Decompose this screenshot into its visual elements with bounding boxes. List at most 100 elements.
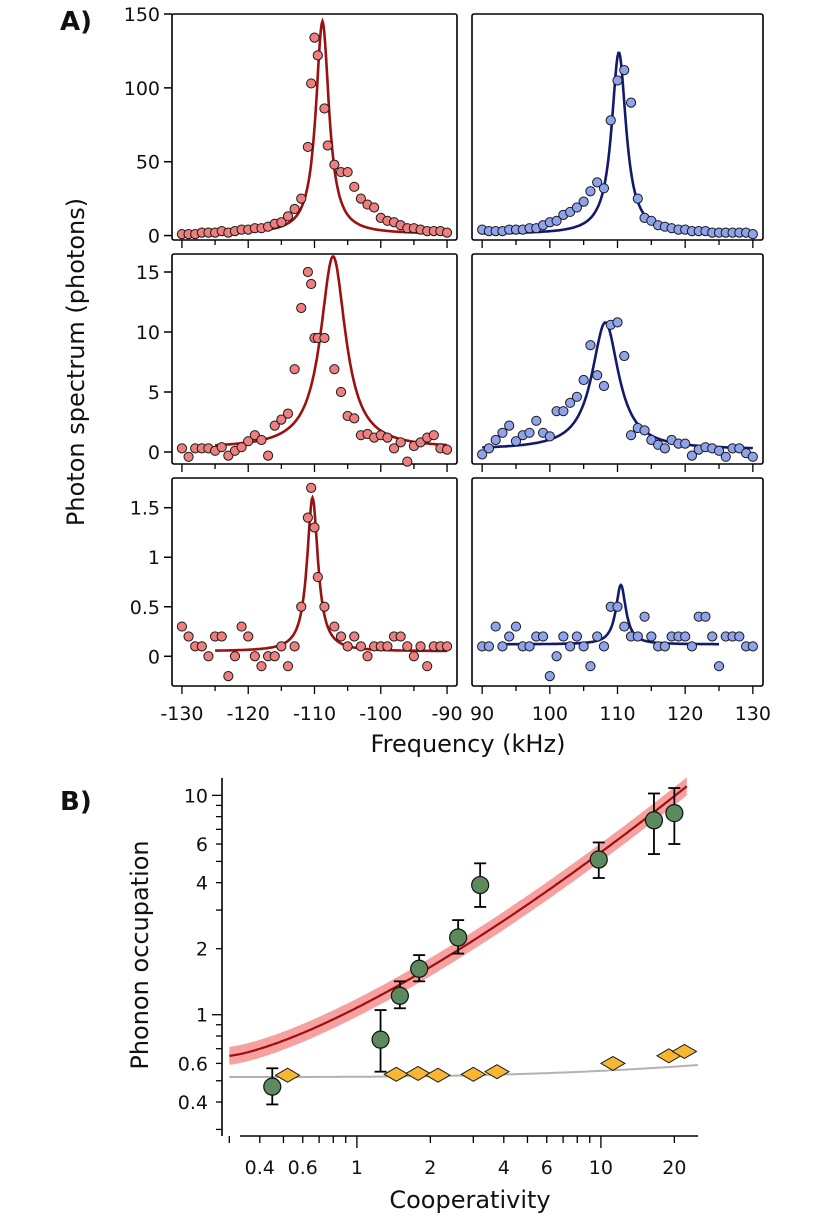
data-point [592,631,603,642]
data-point [490,621,501,632]
data-point [276,641,287,652]
y-tick-label: 1.5 [130,498,160,520]
data-point [585,661,596,672]
data-point [625,430,637,441]
data-point [632,631,643,642]
data-point [589,850,608,869]
data-point [558,406,569,417]
y-tick-label: 15 [136,262,160,284]
data-point [263,450,274,461]
panel-b-plot: 0.4 0.6 1 2 4 6 10 0.4 0.6 1 2 4 6 10 20 [178,777,699,1179]
y-tick-label: 0.4 [178,1092,208,1114]
panel-a-frame [471,253,764,465]
data-point [355,641,366,652]
fit-confidence-band [229,777,687,1065]
data-point [319,332,330,344]
data-point [402,641,413,652]
y-tick-label: 1 [148,547,160,569]
data-point [571,631,582,642]
data-point [329,364,340,375]
data-point [269,420,280,431]
diamond-point [383,1066,410,1082]
data-point [276,414,287,425]
x-tick-label: 10 [589,1157,613,1179]
x-tick-label: -100 [359,703,402,725]
y-tick-label: 4 [196,873,208,895]
data-point [713,445,725,456]
data-point [415,641,426,652]
data-point [382,641,393,652]
data-point [302,512,313,523]
data-point [306,482,317,494]
data-point [639,425,650,436]
x-tick-label: -120 [227,703,270,725]
y-tick-label: 100 [124,78,160,100]
data-point [585,340,596,351]
data-point [483,443,495,454]
y-tick-label: 5 [148,382,160,404]
data-point [524,641,535,652]
data-point [680,438,691,449]
data-point [229,651,241,662]
data-point [578,641,589,652]
panel-a-label: A) [60,7,92,37]
x-tick-label: 4 [498,1157,510,1179]
data-point [680,631,691,642]
data-point [395,437,406,448]
data-point [644,811,664,830]
diamond-point [405,1065,431,1082]
data-point [734,631,745,642]
x-tick-label: 0.4 [245,1157,275,1179]
data-point [236,621,247,632]
data-point [477,449,488,460]
x-tick-label: 110 [599,703,635,725]
y-tick-label: 10 [184,785,208,807]
data-point [342,166,353,178]
data-point [312,571,323,583]
data-point [558,631,569,642]
data-point [497,427,508,438]
data-point [720,451,731,462]
data-point [176,443,188,454]
data-point [659,443,670,454]
data-point [441,641,453,652]
data-point [349,413,360,424]
data-point [312,50,323,61]
data-point [449,928,468,947]
x-tick-label: 6 [541,1157,553,1179]
data-point [524,427,535,438]
data-point [551,215,562,226]
data-point [309,522,320,533]
data-point [362,651,373,662]
data-point [203,651,214,662]
data-point [510,436,522,447]
data-point [537,631,549,642]
data-point [490,434,501,446]
diamond-point [599,1055,626,1071]
data-point [605,115,616,126]
diamond-point [274,1067,301,1083]
data-point [355,193,366,204]
fit-curve [502,583,719,646]
data-point [686,450,698,461]
y-tick-label: 6 [196,834,208,856]
data-point [408,651,420,662]
data-point [471,875,490,895]
data-point [592,177,603,188]
data-point [371,1030,390,1049]
data-point [329,159,340,170]
x-tick-label: 1 [351,1157,363,1179]
data-point [592,370,603,381]
y-tick-label: 0 [148,646,160,668]
x-tick-label: 0.6 [288,1157,318,1179]
data-point [243,436,254,447]
data-point [263,1077,282,1096]
data-point [441,227,453,238]
data-point [276,217,287,228]
data-point [319,601,330,612]
data-point [249,651,260,662]
data-point [504,420,515,431]
data-point [216,442,227,453]
